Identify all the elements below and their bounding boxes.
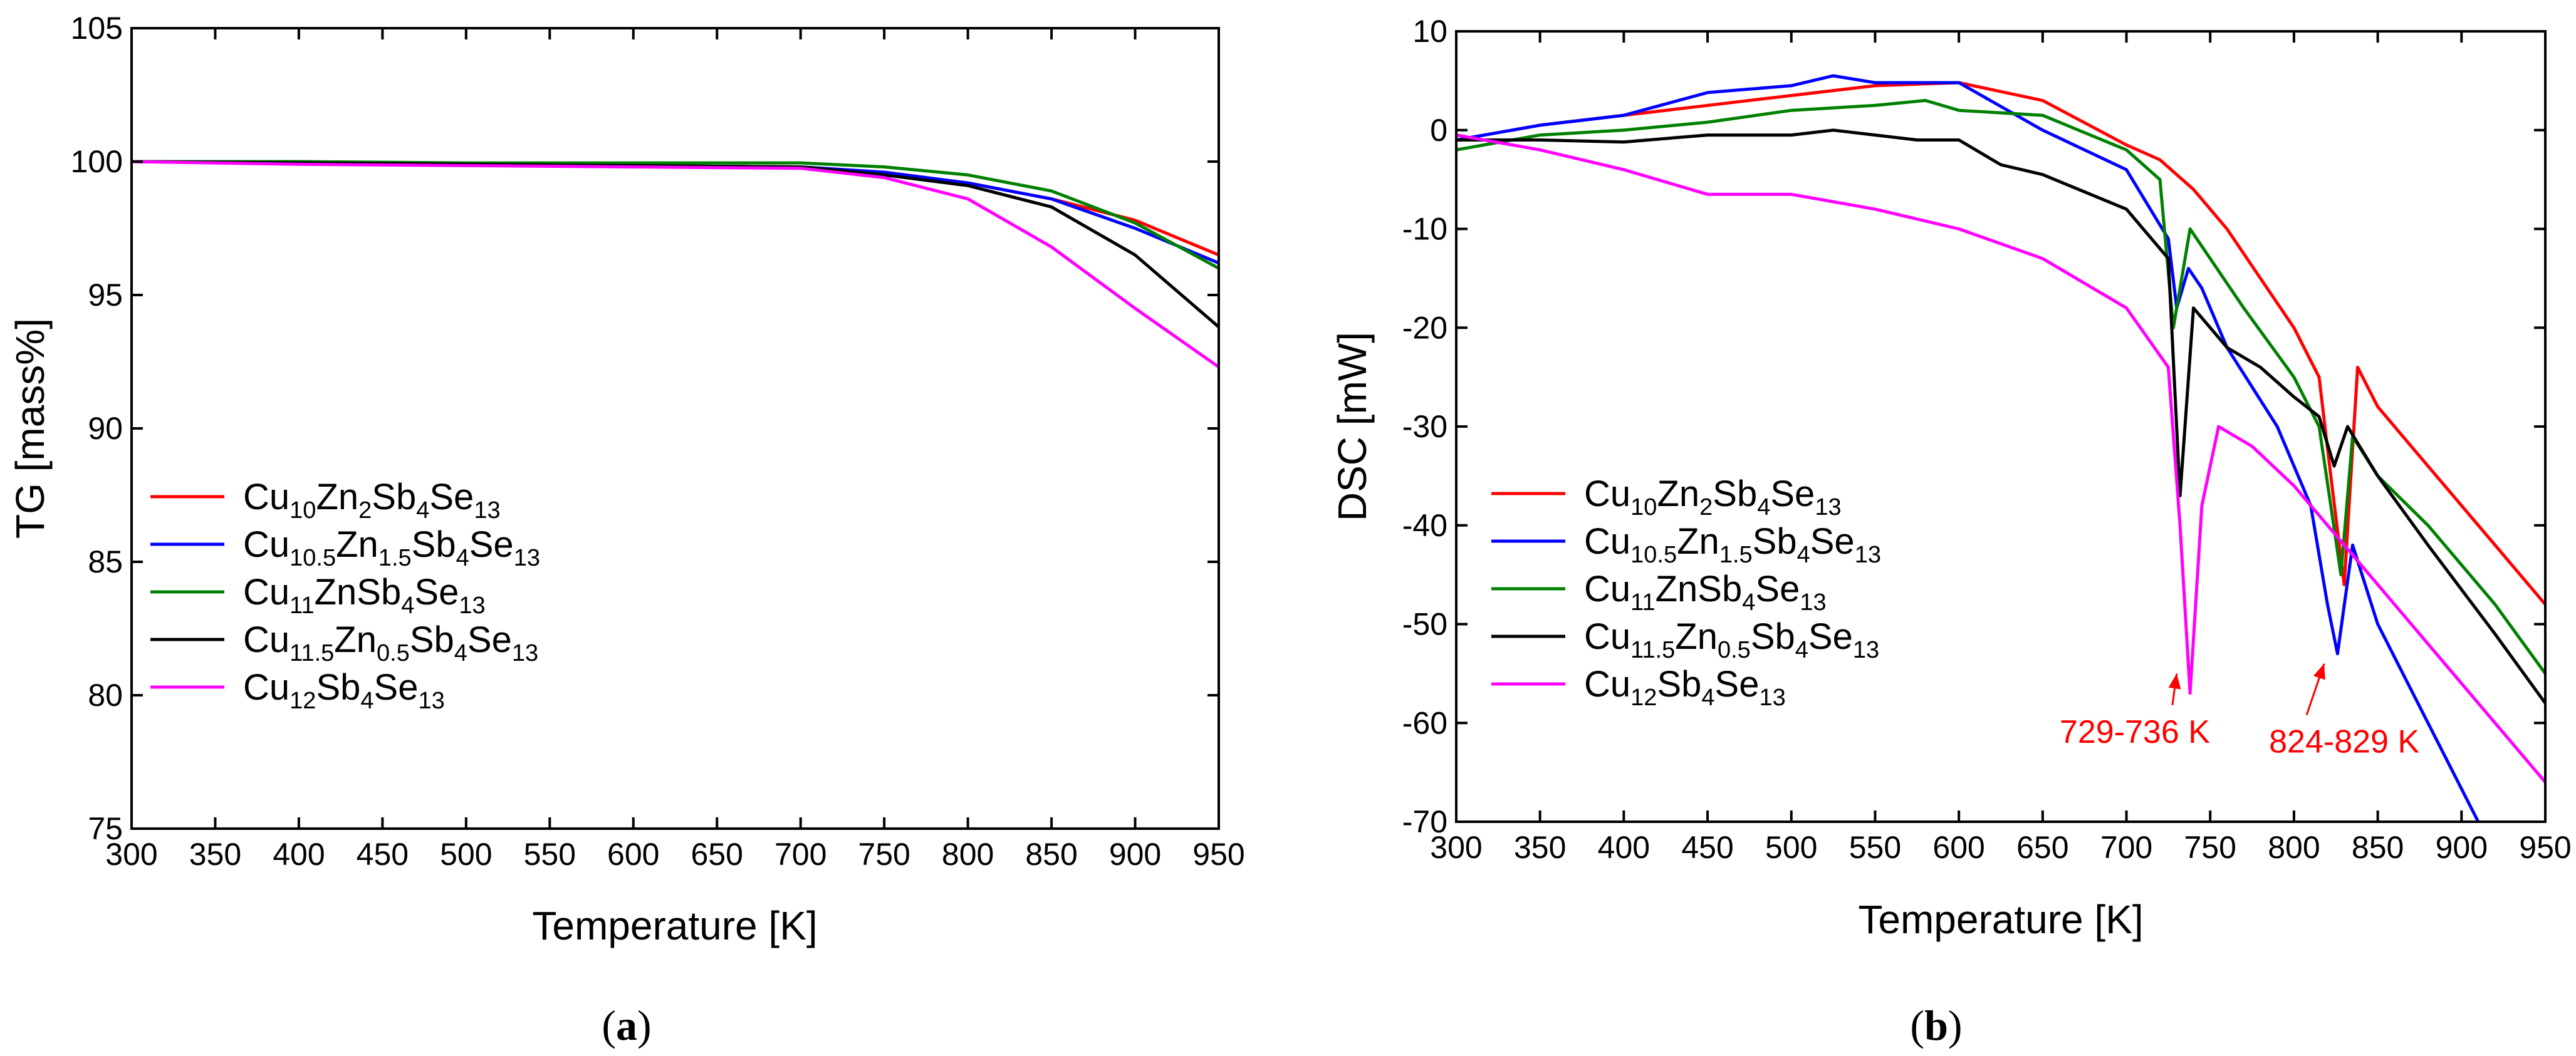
dsc-y-tick-label: -20 [1402,310,1447,345]
tg-panel: 300 350 400 450 500 550 600 650 700 750 800 850 900 9… [8,11,1245,1049]
tg-y-tick-label: 85 [88,544,123,579]
dsc-legend: Cu10Zn2Sb4Se13Cu10.5Zn1.5Sb4Se13Cu11ZnSb… [1491,474,1881,711]
tg-x-tick-label: 300 [105,837,157,872]
tg-y-tick-label: 90 [88,411,123,446]
panel-a-letter: a [616,1002,637,1049]
dsc-axis-ticks: 300 350 400 450 500 550 600 650 700 750 800 850 900 9… [1402,14,2572,865]
dsc-y-tick-label: -30 [1402,409,1447,444]
dsc-series-line-4 [1456,133,2545,784]
tg-x-tick-label: 400 [273,837,325,872]
dsc-annotation-label: 824-829 K [2269,724,2419,760]
dsc-legend-label: Cu12Sb4Se13 [1584,664,1786,711]
tg-legend-label: Cu10Zn2Sb4Se13 [243,477,501,524]
dsc-x-tick-label: 800 [2268,830,2320,865]
dsc-annotation-arrowhead [2313,663,2325,680]
panel-b-letter: b [1924,1002,1948,1049]
dsc-y-tick-label: -10 [1402,212,1447,247]
tg-series-line-4 [132,160,1219,369]
tg-x-tick-label: 900 [1109,837,1161,872]
dsc-y-tick-label: 0 [1430,113,1447,148]
dsc-plot-lines [1456,74,2545,822]
dsc-series-line-0 [1456,81,2545,606]
tg-x-tick-label: 950 [1192,837,1244,872]
dsc-y-tick-label: -60 [1402,705,1447,740]
tg-legend-label: Cu11.5Zn0.5Sb4Se13 [243,619,538,666]
tg-y-tick-label: 75 [88,811,123,846]
dsc-x-tick-label: 600 [1932,830,1984,865]
tg-y-tick-label: 95 [88,277,123,313]
dsc-legend-label: Cu11ZnSb4Se13 [1584,569,1827,616]
tg-y-tick-label: 100 [71,144,123,179]
dsc-annotation-arrowhead [2168,673,2181,690]
tg-x-tick-label: 750 [858,837,910,872]
tg-legend-label: Cu12Sb4Se13 [243,667,445,714]
dsc-legend-label: Cu10Zn2Sb4Se13 [1584,474,1842,520]
dsc-x-tick-label: 850 [2352,830,2404,865]
dsc-x-tick-label: 450 [1681,830,1733,865]
dsc-x-tick-label: 500 [1765,830,1817,865]
dsc-x-axis-label: Temperature [K] [1858,897,2143,942]
tg-x-tick-label: 650 [691,837,743,872]
dsc-legend-label: Cu10.5Zn1.5Sb4Se13 [1584,521,1881,568]
dsc-x-tick-label: 550 [1849,830,1901,865]
dsc-legend-label: Cu11.5Zn0.5Sb4Se13 [1584,616,1879,663]
dsc-x-tick-label: 300 [1430,830,1482,865]
dsc-y-tick-label: -50 [1402,607,1447,642]
dsc-annotations: 729-736 K 824-829 K [2060,663,2419,760]
tg-y-tick-label: 80 [88,678,123,713]
tg-x-tick-label: 700 [774,837,827,872]
dsc-x-tick-label: 700 [2100,830,2152,865]
tg-x-axis-label: Temperature [K] [532,903,817,948]
tg-x-tick-label: 500 [440,837,492,872]
dsc-y-tick-label: -70 [1402,804,1447,839]
tg-legend-label: Cu11ZnSb4Se13 [243,572,486,619]
tg-legend: Cu10Zn2Sb4Se13Cu10.5Zn1.5Sb4Se13Cu11ZnSb… [150,477,540,714]
dsc-y-tick-label: -40 [1402,508,1447,543]
dsc-x-tick-label: 900 [2436,830,2488,865]
tg-x-tick-label: 550 [524,837,576,872]
tg-y-axis-label: TG [mass%] [8,318,53,539]
dsc-annotation-label: 729-736 K [2060,714,2210,750]
tg-legend-label: Cu10.5Zn1.5Sb4Se13 [243,524,540,571]
dsc-y-tick-label: 10 [1412,14,1447,49]
tg-plot-lines [132,160,1219,369]
dsc-panel: 300 350 400 450 500 550 600 650 700 750 800 850 900 9… [1330,14,2572,1049]
dsc-x-tick-label: 350 [1514,830,1566,865]
dsc-x-tick-label: 400 [1598,830,1650,865]
dsc-x-tick-label: 750 [2184,830,2236,865]
tg-axis-ticks: 300 350 400 450 500 550 600 650 700 750 800 850 900 9… [71,11,1245,872]
tg-y-tick-label: 105 [71,11,123,46]
dsc-series-line-3 [1456,128,2545,705]
dsc-x-tick-label: 650 [2016,830,2068,865]
tg-x-tick-label: 450 [357,837,409,872]
tg-x-tick-label: 350 [189,837,241,872]
tg-x-tick-label: 600 [607,837,659,872]
tg-x-tick-label: 800 [942,837,994,872]
tg-x-tick-label: 850 [1025,837,1077,872]
panel-b-caption: (b) [1910,1002,1962,1049]
dsc-x-tick-label: 950 [2519,830,2571,865]
panel-a-caption: (a) [602,1002,651,1049]
dsc-y-axis-label: DSC [mW] [1330,332,1375,521]
